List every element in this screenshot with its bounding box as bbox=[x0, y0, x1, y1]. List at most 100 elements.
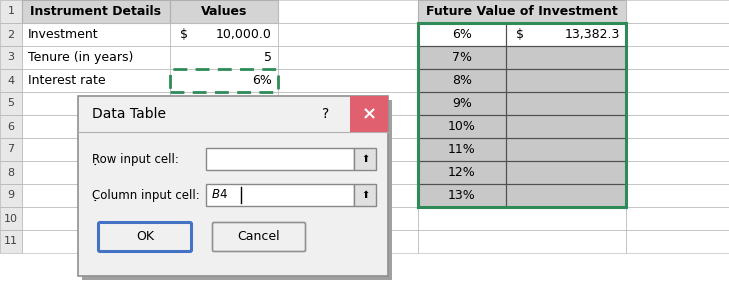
Bar bbox=[170, 161, 278, 184]
Bar bbox=[418, 115, 506, 138]
Text: 5: 5 bbox=[264, 51, 272, 64]
Bar bbox=[626, 230, 729, 253]
Bar bbox=[626, 138, 729, 161]
Bar bbox=[506, 46, 626, 69]
Text: 6%: 6% bbox=[252, 74, 272, 87]
Bar bbox=[170, 184, 278, 207]
Bar bbox=[506, 138, 626, 161]
Bar bbox=[22, 69, 170, 92]
Bar bbox=[22, 138, 170, 161]
Text: 10,000.0: 10,000.0 bbox=[216, 28, 272, 41]
Bar bbox=[22, 0, 170, 23]
Bar bbox=[418, 138, 506, 161]
Bar bbox=[418, 115, 506, 138]
Bar bbox=[0, 115, 22, 138]
Bar bbox=[22, 46, 170, 69]
Bar bbox=[626, 184, 729, 207]
Bar bbox=[22, 0, 170, 23]
Text: Instrument Details: Instrument Details bbox=[31, 5, 162, 18]
Bar bbox=[170, 23, 278, 46]
Bar bbox=[278, 0, 418, 23]
Bar bbox=[0, 46, 22, 69]
Bar bbox=[170, 161, 278, 184]
Bar bbox=[626, 161, 729, 184]
Bar bbox=[278, 0, 418, 23]
Bar bbox=[170, 69, 278, 92]
Text: 5: 5 bbox=[7, 99, 15, 108]
Text: Values: Values bbox=[200, 5, 247, 18]
Bar bbox=[506, 161, 626, 184]
Bar bbox=[22, 92, 170, 115]
Bar bbox=[626, 138, 729, 161]
Bar bbox=[22, 184, 170, 207]
Bar bbox=[506, 23, 626, 46]
Bar bbox=[506, 184, 626, 207]
Bar bbox=[22, 115, 170, 138]
Text: ?: ? bbox=[322, 107, 330, 121]
Text: Tenure (in years): Tenure (in years) bbox=[28, 51, 133, 64]
Bar bbox=[278, 46, 418, 69]
Bar bbox=[350, 96, 388, 132]
Bar bbox=[0, 230, 22, 253]
Bar bbox=[418, 207, 626, 230]
Bar bbox=[170, 184, 278, 207]
Bar bbox=[506, 92, 626, 115]
Text: 4: 4 bbox=[7, 76, 15, 85]
Bar bbox=[170, 92, 278, 115]
FancyBboxPatch shape bbox=[98, 222, 192, 252]
Bar bbox=[170, 207, 278, 230]
Bar bbox=[170, 23, 278, 46]
Bar bbox=[0, 0, 22, 23]
Text: $: $ bbox=[180, 28, 188, 41]
Bar bbox=[418, 184, 506, 207]
Bar bbox=[82, 100, 392, 280]
Text: Cancel: Cancel bbox=[238, 231, 281, 243]
Text: 3: 3 bbox=[7, 53, 15, 62]
Bar bbox=[0, 184, 22, 207]
Bar bbox=[170, 0, 278, 23]
Bar bbox=[0, 92, 22, 115]
Bar bbox=[0, 138, 22, 161]
Bar bbox=[278, 69, 418, 92]
Bar bbox=[278, 69, 418, 92]
Text: 9: 9 bbox=[7, 191, 15, 201]
Bar bbox=[278, 46, 418, 69]
Bar bbox=[626, 46, 729, 69]
Text: 9%: 9% bbox=[452, 97, 472, 110]
Bar bbox=[22, 92, 170, 115]
Text: 6: 6 bbox=[7, 122, 15, 131]
Bar bbox=[22, 138, 170, 161]
Bar bbox=[418, 23, 506, 46]
Bar bbox=[170, 92, 278, 115]
Bar bbox=[206, 184, 354, 206]
Bar bbox=[418, 92, 506, 115]
Bar bbox=[506, 92, 626, 115]
Bar bbox=[418, 46, 506, 69]
Bar bbox=[22, 230, 170, 253]
Bar bbox=[0, 138, 22, 161]
Bar bbox=[626, 23, 729, 46]
Bar bbox=[278, 138, 418, 161]
Bar bbox=[0, 161, 22, 184]
Bar bbox=[0, 161, 22, 184]
Bar bbox=[506, 184, 626, 207]
Text: 8: 8 bbox=[7, 168, 15, 178]
Bar bbox=[418, 161, 506, 184]
Bar bbox=[278, 23, 418, 46]
Bar bbox=[0, 0, 22, 23]
Bar bbox=[278, 115, 418, 138]
Bar bbox=[170, 138, 278, 161]
Bar bbox=[506, 46, 626, 69]
Bar bbox=[22, 23, 170, 46]
Bar bbox=[170, 69, 278, 92]
Bar bbox=[170, 46, 278, 69]
Bar bbox=[0, 23, 22, 46]
Bar bbox=[506, 69, 626, 92]
Text: ⬆: ⬆ bbox=[361, 190, 369, 200]
Bar bbox=[170, 0, 278, 23]
Bar bbox=[78, 96, 388, 276]
Text: 2: 2 bbox=[7, 30, 15, 39]
Bar bbox=[22, 161, 170, 184]
Text: 6%: 6% bbox=[452, 28, 472, 41]
Bar bbox=[626, 23, 729, 46]
